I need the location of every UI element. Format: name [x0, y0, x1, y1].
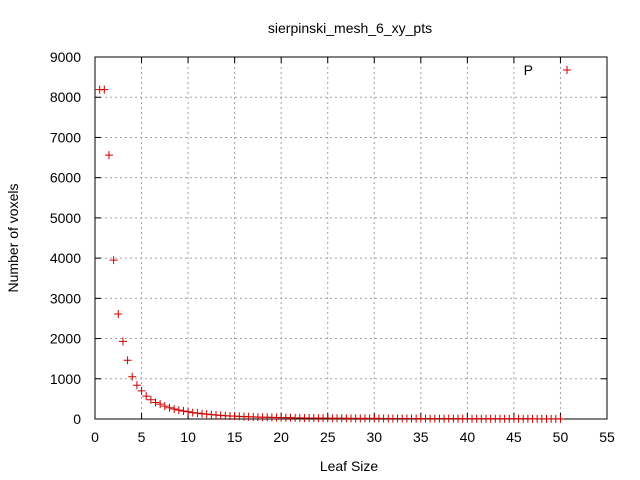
data-point	[556, 414, 565, 423]
data-point	[123, 356, 132, 365]
data-points	[95, 85, 565, 423]
y-tick-label: 5000	[50, 210, 81, 226]
data-point	[179, 406, 188, 415]
data-point	[114, 310, 123, 319]
data-point	[132, 381, 141, 390]
data-point	[137, 386, 146, 395]
y-tick-label: 7000	[50, 129, 81, 145]
plot-frame	[94, 56, 608, 420]
y-tick-label: 3000	[50, 290, 81, 306]
grid-lines	[95, 57, 607, 419]
data-point	[142, 392, 151, 401]
y-tick-label: 8000	[50, 89, 81, 105]
x-tick-label: 30	[366, 429, 382, 445]
legend-marker	[563, 66, 571, 74]
x-tick-label: 35	[413, 429, 429, 445]
axis-ticks: 0 5 10 15 20 25 30 35 40 45 50 55 0 1000 2000 3000 4000 5…	[50, 49, 615, 445]
legend: P	[524, 62, 571, 78]
data-point	[109, 256, 118, 265]
x-tick-label: 45	[506, 429, 522, 445]
x-tick-label: 5	[138, 429, 146, 445]
data-point	[151, 398, 160, 407]
legend-marker-plus	[563, 66, 571, 74]
y-tick-label: 4000	[50, 250, 81, 266]
data-point	[146, 395, 155, 404]
data-point	[174, 406, 183, 415]
data-point	[160, 402, 169, 411]
x-tick-label: 0	[91, 429, 99, 445]
y-tick-label: 9000	[50, 49, 81, 65]
data-point	[188, 408, 197, 417]
data-point	[184, 407, 193, 416]
x-tick-label: 55	[599, 429, 615, 445]
x-tick-label: 10	[180, 429, 196, 445]
y-tick-label: 2000	[50, 331, 81, 347]
data-point	[128, 372, 137, 381]
data-point	[170, 404, 179, 413]
x-axis-label: Leaf Size	[320, 458, 379, 474]
x-tick-label: 25	[320, 429, 336, 445]
data-point	[156, 400, 165, 409]
y-tick-label: 6000	[50, 170, 81, 186]
y-tick-label: 1000	[50, 371, 81, 387]
x-tick-label: 15	[227, 429, 243, 445]
chart-title: sierpinski_mesh_6_xy_pts	[268, 20, 432, 36]
x-tick-label: 20	[273, 429, 289, 445]
x-tick-label: 50	[553, 429, 569, 445]
data-point	[165, 403, 174, 412]
x-tick-label: 40	[460, 429, 476, 445]
data-point	[118, 337, 127, 346]
data-point	[104, 151, 113, 160]
y-tick-label: 0	[73, 411, 81, 427]
data-point	[193, 409, 202, 418]
y-axis-label: Number of voxels	[5, 184, 21, 293]
legend-label: P	[524, 62, 533, 78]
data-point	[100, 85, 109, 94]
